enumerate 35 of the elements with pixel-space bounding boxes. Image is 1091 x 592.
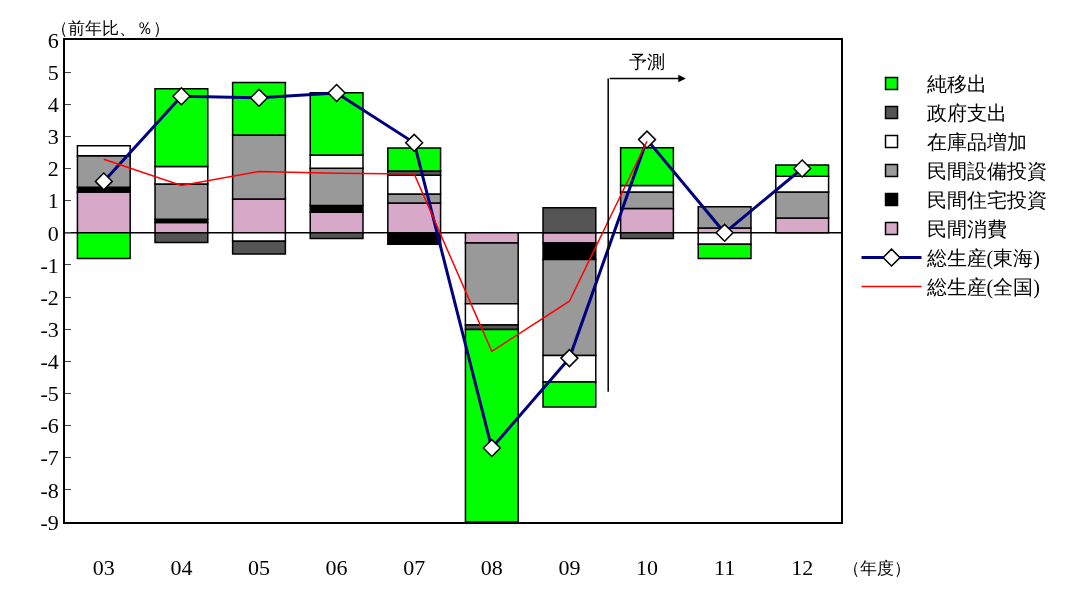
y-tick-label: 3 bbox=[47, 124, 59, 150]
legend-label: 民間住宅投資 bbox=[926, 189, 1047, 212]
y-tick-label: -2 bbox=[40, 284, 59, 310]
annotation: 予測 bbox=[629, 52, 665, 72]
y-tick-label: 2 bbox=[47, 156, 59, 182]
x-tick-label: 07 bbox=[403, 555, 426, 581]
y-tick-label: -7 bbox=[40, 445, 59, 471]
y-tick-label: -6 bbox=[40, 413, 59, 439]
y-tick-label: 1 bbox=[47, 188, 59, 214]
x-tick-label: 04 bbox=[170, 555, 193, 581]
x-tick-label: 12 bbox=[791, 555, 814, 581]
legend-label: 民間消費 bbox=[926, 218, 1007, 241]
y-tick-label: -1 bbox=[40, 252, 59, 278]
x-tick-label: 05 bbox=[248, 555, 270, 581]
x-tick-label: 11 bbox=[714, 555, 736, 581]
y-tick-label: -9 bbox=[40, 509, 59, 535]
y-tick-label: -8 bbox=[40, 477, 59, 503]
x-tick-label: 08 bbox=[480, 555, 503, 581]
y-tick-label: 5 bbox=[47, 59, 59, 85]
y-tick-label: -4 bbox=[40, 349, 59, 375]
x-tick-label: 09 bbox=[558, 555, 581, 581]
legend-label: 総生産(東海) bbox=[925, 247, 1040, 271]
x-tick-label: 03 bbox=[92, 555, 115, 581]
y-tick-label: 4 bbox=[47, 91, 59, 117]
y-tick-label: -3 bbox=[40, 316, 59, 342]
legend-label: 在庫品増加 bbox=[926, 131, 1027, 154]
legend-label: 政府支出 bbox=[926, 102, 1007, 125]
legend-label: 純移出 bbox=[926, 73, 987, 96]
legend-label: 総生産(全国) bbox=[925, 276, 1040, 300]
x-tick-label: 10 bbox=[636, 555, 658, 581]
x-tick-label: 06 bbox=[325, 555, 348, 581]
y-tick-label: 0 bbox=[47, 220, 59, 246]
y-tick-label: -5 bbox=[40, 381, 59, 407]
legend-label: 民間設備投資 bbox=[926, 160, 1047, 183]
x-axis-title: （年度） bbox=[843, 559, 911, 578]
